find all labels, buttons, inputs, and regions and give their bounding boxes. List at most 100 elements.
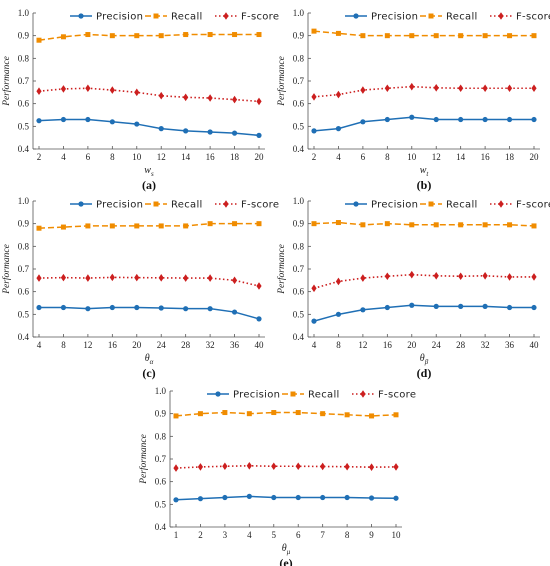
data-point — [231, 276, 238, 285]
x-tick-label: 36 — [230, 340, 240, 350]
data-point — [384, 304, 390, 311]
data-point — [207, 94, 213, 102]
data-point — [109, 119, 115, 125]
data-point — [506, 84, 513, 93]
data-point — [295, 410, 301, 416]
data-point — [222, 494, 228, 501]
x-tick-label: 36 — [505, 340, 515, 350]
data-point — [458, 116, 464, 123]
x-tick-label: 40 — [530, 340, 540, 350]
x-tick-label: 8 — [385, 152, 390, 162]
data-point — [393, 463, 399, 471]
x-tick-label: 4 — [61, 152, 66, 162]
data-point — [85, 274, 91, 282]
x-tick-label: 20 — [255, 152, 265, 162]
data-point — [256, 32, 262, 38]
y-tick-label: 0.7 — [155, 454, 167, 464]
data-point — [60, 85, 67, 93]
x-tick-label: 16 — [481, 152, 491, 162]
data-point — [109, 86, 115, 94]
data-point — [36, 118, 42, 124]
data-point — [531, 33, 537, 39]
chart-panel: 0.4 0.5 0.6 0.7 0.8 0.9 1.0 4 8 12 16 20 24 28 32 36 40 P… — [276, 196, 550, 380]
y-tick-label: 0.9 — [18, 31, 30, 41]
x-tick-label: 12 — [358, 340, 367, 350]
data-point — [231, 130, 238, 136]
data-point — [256, 282, 262, 290]
data-point — [311, 284, 317, 293]
data-point — [207, 306, 213, 312]
data-point — [109, 304, 115, 311]
y-tick-label: 0.4 — [293, 144, 305, 154]
data-point — [311, 93, 317, 101]
x-tick-label: 2 — [198, 530, 203, 540]
series-precision — [36, 304, 262, 322]
series-precision — [36, 116, 262, 138]
x-tick-label: 9 — [369, 530, 374, 540]
legend: Precision Recall F-score — [70, 200, 279, 211]
data-point — [173, 464, 179, 472]
data-point — [384, 221, 390, 227]
data-point — [158, 91, 164, 100]
y-axis-label: Performance — [138, 434, 149, 485]
data-point — [158, 126, 164, 132]
data-point — [60, 34, 66, 40]
data-point — [271, 410, 277, 416]
y-tick-label: 1.0 — [155, 386, 167, 396]
legend: Precision Recall F-score — [70, 12, 279, 23]
data-point — [360, 222, 366, 228]
x-tick-label: 16 — [206, 152, 216, 162]
data-point — [311, 128, 317, 134]
series-recall — [36, 32, 262, 43]
data-point — [335, 30, 341, 36]
data-point — [311, 318, 317, 324]
data-point — [384, 116, 390, 123]
data-point — [134, 223, 140, 229]
x-tick-label: 7 — [320, 530, 325, 540]
x-axis-label: θβ — [420, 353, 429, 366]
data-point — [335, 220, 341, 226]
data-point — [360, 307, 366, 313]
series-precision — [311, 302, 537, 324]
data-point — [482, 116, 488, 123]
x-tick-label: 10 — [407, 152, 417, 162]
data-point — [134, 121, 140, 127]
data-point — [507, 33, 513, 39]
series-line — [313, 304, 534, 322]
x-tick-label: 28 — [456, 340, 466, 350]
data-point — [36, 274, 42, 282]
x-tick-label: 10 — [392, 530, 402, 540]
data-point — [482, 33, 488, 39]
data-point — [60, 304, 67, 311]
panel-caption: (a) — [142, 178, 156, 192]
data-point — [409, 270, 415, 279]
data-point — [409, 302, 415, 308]
x-tick-label: 3 — [223, 530, 228, 540]
data-point — [506, 116, 513, 123]
data-point — [482, 222, 488, 228]
x-tick-label: 14 — [456, 152, 466, 162]
y-tick-label: 0.8 — [293, 53, 305, 63]
data-point — [369, 413, 375, 419]
data-point — [409, 114, 415, 120]
y-tick-label: 0.4 — [293, 332, 305, 342]
y-tick-label: 0.9 — [293, 31, 305, 41]
legend-label: F-score — [516, 12, 550, 23]
series-line — [313, 116, 534, 132]
x-tick-label: 4 — [247, 530, 252, 540]
data-point — [60, 116, 67, 123]
x-tick-label: 8 — [110, 152, 115, 162]
panel-caption: (e) — [279, 556, 292, 566]
y-tick-label: 0.7 — [293, 264, 305, 274]
data-point — [384, 33, 390, 39]
data-point — [183, 274, 189, 282]
data-point — [433, 33, 439, 39]
y-tick-label: 1.0 — [293, 196, 305, 206]
y-tick-label: 0.6 — [18, 287, 30, 297]
legend-marker — [428, 201, 434, 207]
legend-label: Precision — [371, 12, 418, 23]
data-point — [482, 272, 488, 280]
series-fscore — [173, 462, 399, 472]
data-point — [458, 222, 464, 228]
data-point — [271, 462, 277, 471]
